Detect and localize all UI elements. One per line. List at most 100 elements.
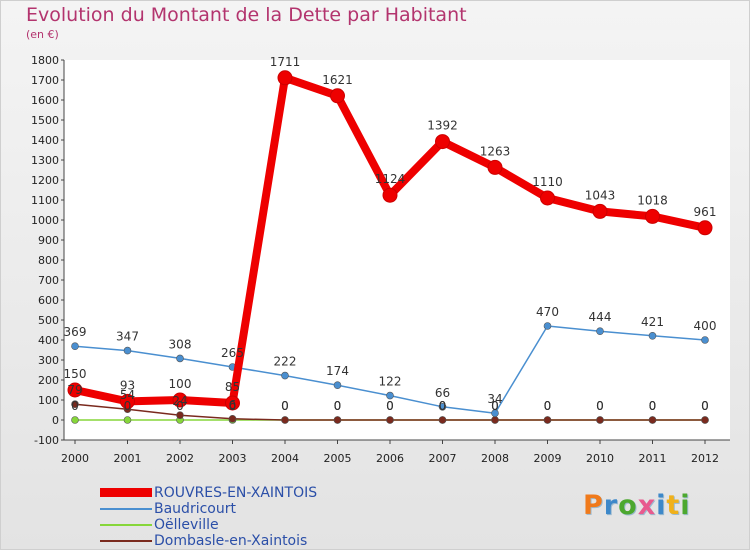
point-rouvres-2002 (172, 392, 188, 408)
legend-swatch-dombasle (100, 540, 152, 542)
point-rouvres-2010 (592, 203, 608, 219)
point-rouvres-2008 (487, 159, 503, 175)
point-rouvres-2012 (697, 220, 713, 236)
data-label-dombasle-2008: 0 (491, 399, 499, 413)
y-tick-label-1800: 1800 (31, 54, 59, 67)
data-label-baudricourt-2011: 421 (641, 315, 664, 329)
data-label-dombasle-2003: 6 (229, 398, 237, 412)
data-label-baudricourt-2005: 174 (326, 364, 349, 378)
data-label-oelleville-2002: 0 (176, 399, 184, 413)
x-tick-label-2006: 2006 (376, 452, 404, 465)
plot-area (64, 60, 730, 440)
y-tick-label-1400: 1400 (31, 134, 59, 147)
data-label-rouvres-2008: 1263 (480, 144, 511, 158)
data-label-baudricourt-2012: 400 (694, 319, 717, 333)
legend-label-oelleville: Oëlleville (154, 517, 219, 533)
point-baudricourt-2004 (281, 371, 289, 380)
x-tick-label-2003: 2003 (219, 452, 247, 465)
data-label-oelleville-2012: 0 (701, 399, 709, 413)
point-baudricourt-2005 (333, 381, 342, 390)
data-label-baudricourt-2003: 265 (221, 346, 244, 360)
x-tick-label-2000: 2000 (61, 452, 89, 465)
data-label-dombasle-2011: 0 (649, 399, 657, 413)
point-dombasle-2012 (701, 416, 709, 424)
data-label-oelleville-2011: 0 (649, 399, 657, 413)
data-label-dombasle-2009: 0 (544, 399, 552, 413)
chart-title: Evolution du Montant de la Dette par Hab… (26, 4, 467, 26)
data-label-baudricourt-2007: 66 (435, 386, 450, 400)
point-baudricourt-2002 (176, 354, 184, 363)
data-label-baudricourt-2010: 444 (589, 310, 612, 324)
data-label-oelleville-2008: 0 (491, 399, 499, 413)
data-label-baudricourt-2000: 369 (64, 325, 87, 339)
y-tick-label-1500: 1500 (31, 114, 59, 127)
point-baudricourt-2007 (438, 402, 447, 411)
x-tick-label-2011: 2011 (639, 452, 667, 465)
data-label-rouvres-2000: 150 (64, 367, 87, 381)
point-baudricourt-2010 (596, 327, 604, 336)
chart-subtitle: (en €) (26, 28, 59, 41)
point-rouvres-2004 (277, 70, 293, 86)
data-label-dombasle-2004: 0 (281, 399, 289, 413)
data-label-rouvres-2010: 1043 (585, 188, 616, 202)
point-rouvres-2006 (382, 187, 398, 203)
legend-label-dombasle: Dombasle-en-Xaintois (154, 533, 308, 549)
data-label-oelleville-2001: 0 (124, 399, 132, 413)
point-oelleville-2000 (71, 416, 79, 424)
y-tick-label-1600: 1600 (31, 94, 59, 107)
y-tick-label-1700: 1700 (31, 74, 59, 87)
data-label-rouvres-2003: 85 (225, 380, 240, 394)
x-tick-label-2007: 2007 (429, 452, 457, 465)
data-label-baudricourt-2004: 222 (274, 355, 297, 369)
x-tick-label-2004: 2004 (271, 452, 299, 465)
point-rouvres-2007 (435, 134, 450, 150)
legend-label-rouvres: ROUVRES-EN-XAINTOIS (154, 485, 318, 501)
point-rouvres-2003 (225, 395, 240, 411)
y-tick-label-300: 300 (38, 354, 59, 367)
x-tick-label-2012: 2012 (691, 452, 719, 465)
legend-swatch-oelleville (100, 524, 152, 526)
x-tick-label-2001: 2001 (114, 452, 142, 465)
data-label-dombasle-2010: 0 (596, 399, 604, 413)
point-rouvres-2001 (120, 393, 135, 409)
data-label-rouvres-2002: 100 (169, 377, 192, 391)
y-tick-label-1200: 1200 (31, 174, 59, 187)
point-baudricourt-2011 (648, 331, 657, 340)
data-label-oelleville-2005: 0 (334, 399, 342, 413)
point-rouvres-2011 (645, 208, 660, 224)
x-tick-label-2009: 2009 (534, 452, 562, 465)
point-dombasle-2003 (228, 414, 237, 423)
y-tick-label-400: 400 (38, 334, 59, 347)
data-label-rouvres-2011: 1018 (637, 193, 668, 207)
y-tick-label-1300: 1300 (31, 154, 59, 167)
data-label-dombasle-2001: 54 (120, 388, 135, 402)
legend-swatch-rouvres (100, 488, 152, 497)
data-label-rouvres-2007: 1392 (427, 119, 458, 133)
y-tick-label-700: 700 (38, 274, 59, 287)
data-label-rouvres-2001: 93 (120, 378, 135, 392)
y-tick-label-900: 900 (38, 234, 59, 247)
y-tick-label-1000: 1000 (31, 214, 59, 227)
x-tick-label-2010: 2010 (586, 452, 614, 465)
data-label-dombasle-2000: 79 (67, 383, 82, 397)
data-label-oelleville-2006: 0 (386, 399, 394, 413)
legend-swatch-baudricourt (100, 508, 152, 510)
point-rouvres-2005 (330, 88, 345, 104)
point-baudricourt-2012 (701, 336, 709, 344)
data-label-dombasle-2002: 24 (172, 394, 187, 408)
y-tick-label-500: 500 (38, 314, 59, 327)
data-label-oelleville-2009: 0 (544, 399, 552, 413)
x-tick-label-2005: 2005 (324, 452, 352, 465)
y-tick-label-100: 100 (38, 394, 59, 407)
data-label-oelleville-2007: 0 (439, 399, 447, 413)
point-dombasle-2006 (386, 416, 394, 424)
data-label-baudricourt-2008: 34 (487, 392, 502, 406)
data-label-oelleville-2003: 0 (229, 399, 237, 413)
x-tick-label-2008: 2008 (481, 452, 509, 465)
point-rouvres-2000 (67, 382, 83, 398)
data-label-oelleville-2010: 0 (596, 399, 604, 413)
data-label-dombasle-2012: 0 (701, 399, 709, 413)
point-dombasle-2007 (438, 416, 447, 424)
proxiti-logo: Proxiti (583, 490, 691, 521)
